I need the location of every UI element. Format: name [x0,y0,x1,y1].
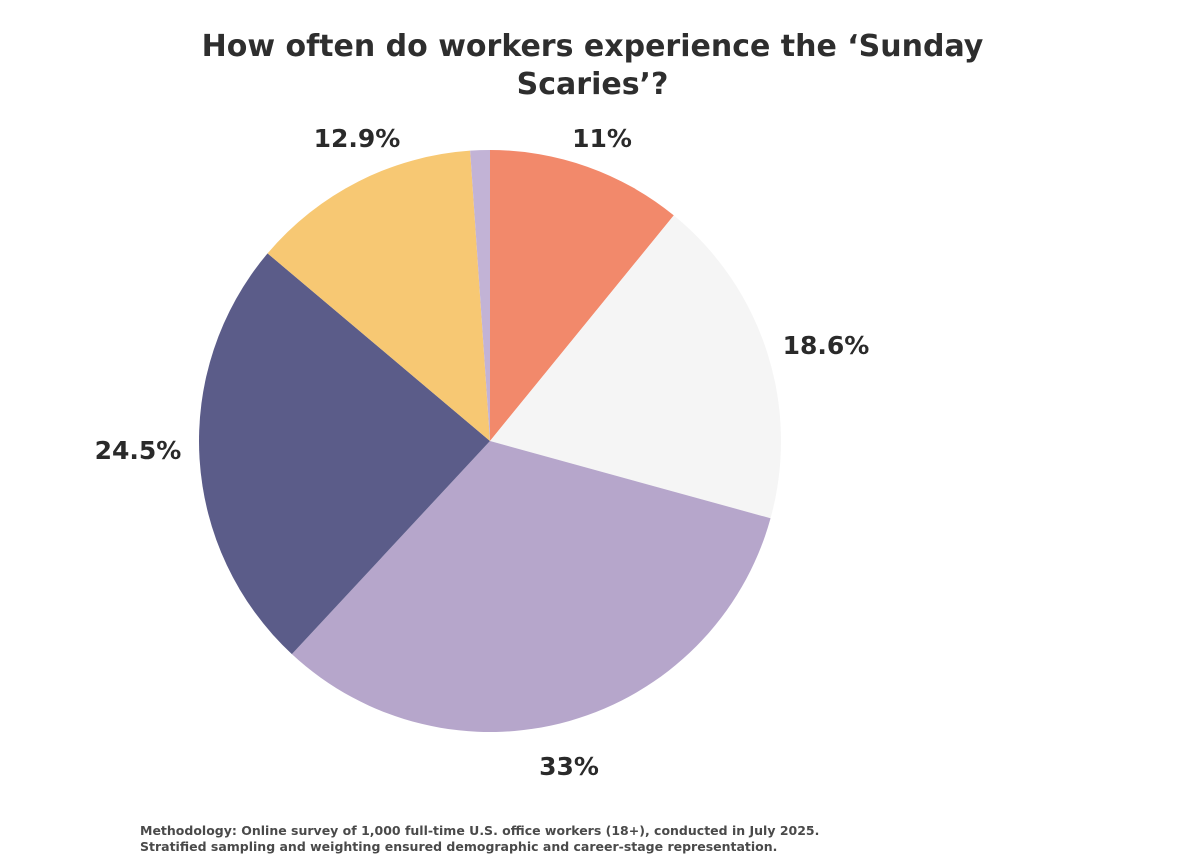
pie-slice [291,441,771,732]
slice-label: 24.5% [95,436,182,465]
pie-slices [199,150,781,732]
pie-slice [267,150,490,441]
slice-label: 33% [539,752,599,781]
slice-label: 18.6% [783,331,870,360]
slice-label: 11% [572,124,632,153]
pie-slice [490,150,674,441]
pie-labels: 11% 18.6% 33% 24.5% 12.9% [95,124,870,781]
pie-slice [199,253,490,655]
pie-slice [470,150,490,441]
slice-label: 12.9% [314,124,401,153]
chart-title: How often do workers experience the ‘Sun… [201,29,984,102]
methodology-note: Methodology: Online survey of 1,000 full… [140,823,820,854]
pie-slice [490,215,781,519]
